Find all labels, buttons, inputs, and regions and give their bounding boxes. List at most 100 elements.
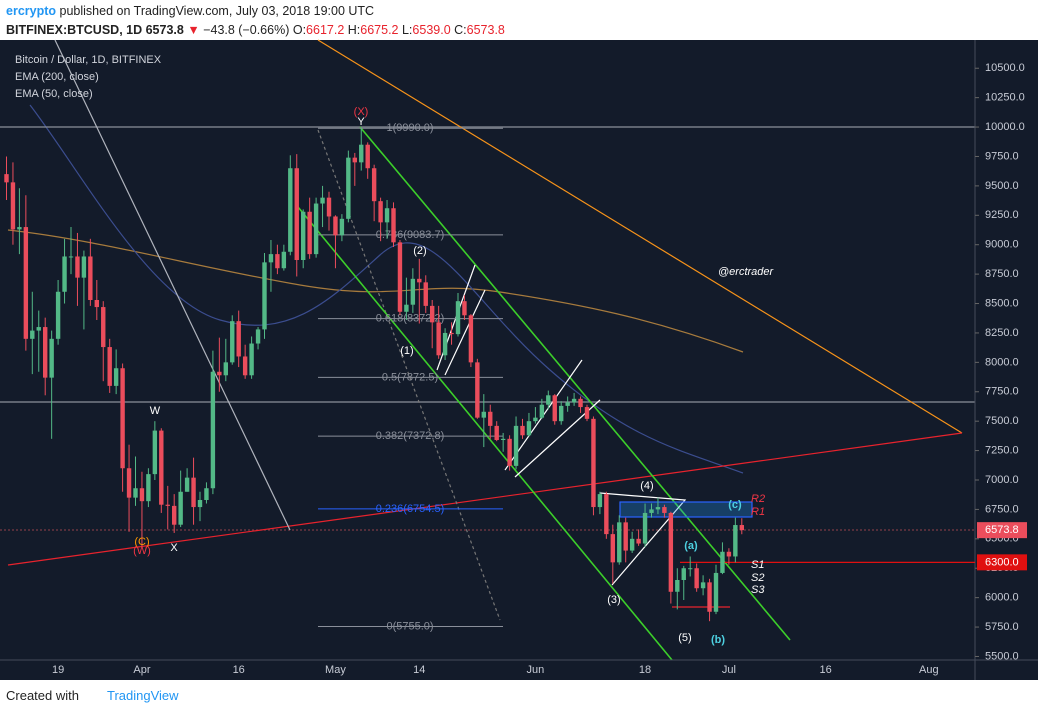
y-tick-label: 7000.0	[985, 474, 1019, 486]
x-tick-label: Apr	[133, 664, 150, 676]
candle-body	[88, 256, 93, 300]
candle-body	[184, 477, 190, 492]
candle-body	[62, 256, 67, 292]
header: ercrypto published on TradingView.com, J…	[6, 2, 505, 40]
candle-body	[249, 343, 254, 376]
candle-body	[178, 491, 183, 525]
candle-body	[494, 425, 499, 440]
candle-body	[488, 411, 493, 426]
y-tick-label: 9500.0	[985, 180, 1019, 192]
candle-body	[417, 278, 422, 283]
candle-body	[236, 321, 241, 357]
candle-body	[397, 242, 403, 312]
fib-label: 0.5(7872.5)	[382, 371, 438, 383]
candle-body	[146, 474, 151, 502]
annotation: (b)	[711, 634, 725, 646]
candle-body	[520, 425, 525, 436]
candle-body	[468, 315, 474, 363]
last-price: 6573.8	[145, 23, 184, 37]
annotation: (3)	[607, 594, 620, 606]
candle-body	[81, 256, 87, 278]
candle-body	[391, 208, 396, 243]
candle-body	[604, 494, 609, 535]
y-tick-label: 9250.0	[985, 209, 1019, 221]
candle-body	[101, 307, 106, 348]
candle-body	[23, 227, 29, 339]
candle-body	[404, 304, 409, 312]
candle-body	[49, 338, 54, 378]
candle-body	[436, 322, 441, 356]
x-tick-label: May	[325, 664, 346, 676]
y-tick-label: 10000.0	[985, 121, 1025, 133]
candle-body	[365, 144, 370, 169]
candle-body	[559, 405, 564, 422]
candle-body	[552, 395, 557, 422]
candle-body	[223, 362, 228, 376]
candle-body	[294, 168, 299, 260]
candle-body	[700, 582, 706, 589]
candle-body	[68, 256, 74, 258]
candle-body	[378, 201, 383, 223]
candle-body	[500, 438, 506, 440]
annotation: W	[150, 405, 161, 417]
candle-body	[662, 507, 667, 513]
symbol: BITFINEX:BTCUSD, 1D	[6, 23, 143, 37]
candle-body	[204, 488, 209, 500]
annotation: (X)	[354, 106, 369, 118]
candle-body	[636, 538, 641, 544]
brand[interactable]: TradingView	[106, 688, 179, 703]
candle-body	[694, 568, 699, 589]
zone	[619, 501, 753, 518]
candle-body	[275, 254, 280, 269]
annotation: Y	[357, 116, 365, 128]
candle-body	[210, 371, 216, 489]
chart-background	[0, 40, 1038, 680]
candle-body	[333, 216, 338, 236]
arrow: ▼	[187, 23, 200, 37]
annotation: S3	[751, 584, 765, 596]
annotation: X	[170, 542, 178, 554]
candle-body	[288, 168, 293, 252]
created: Created with	[6, 688, 79, 703]
y-tick-label: 9750.0	[985, 150, 1019, 162]
price-badge	[977, 554, 1027, 571]
author[interactable]: ercrypto	[6, 4, 57, 18]
value: 6675.2	[360, 23, 399, 37]
x-tick-label: 19	[52, 664, 64, 676]
annotation: (4)	[640, 480, 653, 492]
x-tick-label: 18	[639, 664, 651, 676]
value: 6539.0	[412, 23, 451, 37]
candle-body	[359, 144, 364, 163]
candle-body	[423, 282, 428, 306]
trend-line	[317, 39, 963, 434]
y-tick-label: 8750.0	[985, 268, 1019, 280]
candle-body	[30, 330, 35, 339]
prefix: C:	[454, 23, 467, 37]
candle-body	[281, 251, 287, 269]
candle-body	[539, 404, 545, 418]
y-tick-label: 10250.0	[985, 92, 1025, 104]
fib-label: 0.786(9083.7)	[376, 229, 445, 241]
candle-body	[565, 402, 570, 406]
candle-body	[217, 371, 222, 376]
candle-body	[546, 395, 551, 405]
prefix: L:	[401, 23, 413, 37]
y-tick-label: 8250.0	[985, 327, 1019, 339]
y-tick-label: 7250.0	[985, 444, 1019, 456]
candle-body	[475, 362, 480, 418]
annotation: R2	[751, 493, 765, 505]
candle-body	[107, 347, 112, 386]
triangle	[599, 492, 687, 586]
y-tick-label: 5750.0	[985, 621, 1019, 633]
candle-body	[442, 332, 448, 356]
y-tick-label: 9000.0	[985, 239, 1019, 251]
candle-body	[707, 582, 712, 612]
x-tick-label: Jun	[527, 664, 545, 676]
candle-body	[507, 438, 512, 466]
candle-body	[301, 211, 306, 260]
channel-line	[359, 126, 791, 641]
annotation: (a)	[684, 540, 698, 552]
candle-body	[120, 368, 125, 469]
candle-body	[94, 300, 99, 308]
candle-body	[739, 525, 744, 531]
